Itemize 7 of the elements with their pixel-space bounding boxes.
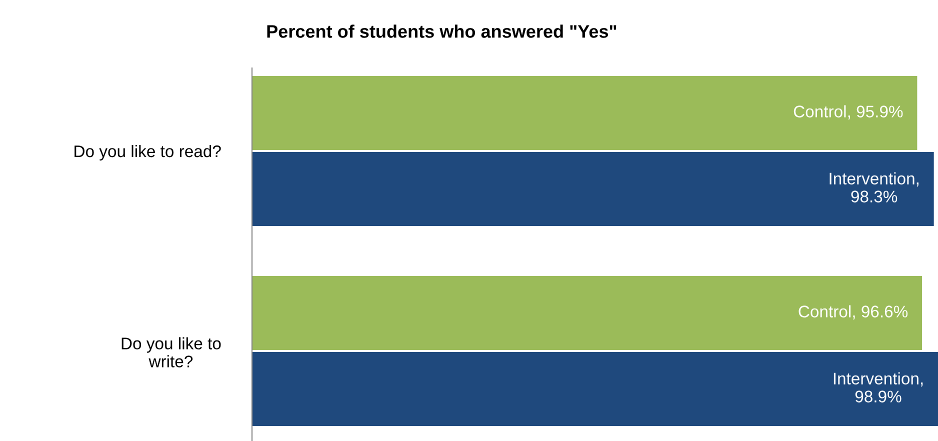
- chart-title: Percent of students who answered "Yes": [267, 24, 616, 38]
- y-tick-label: Do you like to read?: [74, 144, 221, 160]
- data-label: Intervention, 98.9%: [834, 372, 923, 402]
- data-label: Control, 96.6%: [798, 305, 908, 320]
- data-label: Intervention, 98.3%: [830, 172, 918, 202]
- data-label: Control, 95.9%: [794, 105, 903, 120]
- y-tick-label: Do you like to write?: [122, 337, 221, 368]
